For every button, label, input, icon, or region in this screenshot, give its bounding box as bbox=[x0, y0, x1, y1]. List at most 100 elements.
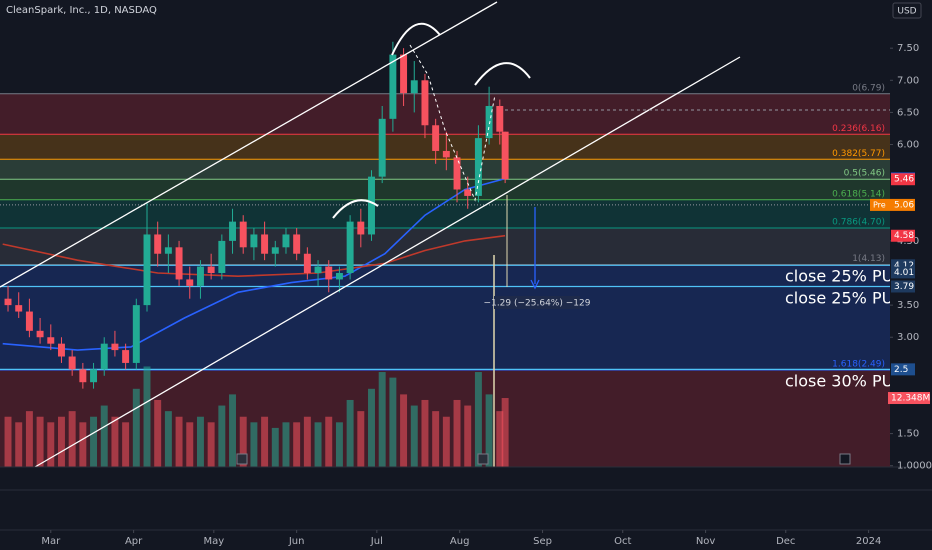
volume-bar bbox=[207, 422, 215, 467]
x-tick-label: Sep bbox=[533, 536, 552, 547]
volume-bar bbox=[442, 416, 450, 467]
candle-body bbox=[261, 234, 269, 254]
volume-bar bbox=[196, 416, 204, 467]
candle-body bbox=[303, 253, 311, 274]
volume-bar bbox=[218, 405, 226, 467]
price-label-box bbox=[891, 173, 915, 186]
fib-label: 1(4.13) bbox=[852, 254, 885, 264]
volume-bar bbox=[79, 422, 87, 467]
candle-body bbox=[79, 369, 87, 383]
volume-bar bbox=[432, 411, 440, 467]
drawings bbox=[0, 1, 890, 468]
currency-box bbox=[892, 2, 922, 19]
earnings-markers bbox=[236, 453, 851, 465]
volume-bar bbox=[464, 405, 472, 467]
volume-bar bbox=[250, 422, 258, 467]
volume-bar bbox=[25, 411, 33, 467]
volume-bar bbox=[346, 399, 354, 467]
candle-body bbox=[164, 247, 172, 254]
candle-body bbox=[432, 125, 440, 151]
x-tick-label: Aug bbox=[450, 536, 470, 547]
price-label-box bbox=[891, 266, 915, 279]
volume-bar bbox=[496, 411, 504, 467]
volume-bar bbox=[335, 422, 343, 467]
volume-bar bbox=[410, 405, 418, 467]
arc bbox=[332, 199, 379, 219]
candle-body bbox=[496, 105, 504, 132]
annotation: close 25% PUT bbox=[785, 267, 903, 286]
x-tick-label: Jul bbox=[370, 536, 383, 547]
candle-body bbox=[346, 221, 354, 274]
annotation: close 30% PUT bbox=[785, 372, 903, 391]
candle-body bbox=[186, 279, 194, 286]
pre-tag: Pre bbox=[873, 200, 886, 209]
candle-body bbox=[453, 157, 461, 190]
candle-body bbox=[175, 247, 183, 280]
y-tick-label: 6.00 bbox=[897, 140, 919, 151]
candle-body bbox=[132, 305, 140, 363]
x-tick-label: Apr bbox=[125, 536, 143, 547]
price-label: 4.58 bbox=[894, 231, 914, 241]
earnings-icon bbox=[477, 453, 489, 465]
y-tick-label: 7.00 bbox=[897, 75, 919, 86]
candle-body bbox=[410, 80, 418, 94]
arc bbox=[474, 62, 531, 86]
price-label: 3.79 bbox=[894, 282, 914, 292]
candle-body bbox=[229, 221, 236, 241]
earnings-icon bbox=[236, 453, 248, 465]
price-label-box bbox=[891, 363, 915, 376]
candle-body bbox=[389, 54, 397, 119]
volume-bar bbox=[132, 388, 140, 467]
price-label: 4.01 bbox=[894, 268, 914, 278]
price-label: 4.12 bbox=[894, 261, 914, 271]
candle-body bbox=[196, 266, 204, 286]
volume-bar bbox=[4, 416, 12, 467]
candle-body bbox=[239, 221, 247, 248]
candle-body bbox=[442, 150, 450, 158]
volume-bar bbox=[485, 394, 493, 467]
trend-line bbox=[34, 56, 741, 468]
price-label-box bbox=[891, 280, 915, 293]
volume-label: 12.348M bbox=[891, 394, 930, 404]
price-label-box bbox=[891, 229, 915, 242]
candle-body bbox=[154, 234, 162, 254]
volume-bar bbox=[186, 422, 194, 467]
candle-body bbox=[90, 369, 98, 383]
candle-body bbox=[335, 273, 343, 280]
candle-body bbox=[47, 337, 55, 344]
candle-body bbox=[421, 80, 429, 126]
volume-bar bbox=[303, 416, 311, 467]
dashed-path bbox=[409, 44, 496, 202]
volume-bar bbox=[154, 399, 162, 467]
trend-line bbox=[0, 1, 498, 288]
volume-label-box bbox=[888, 392, 930, 405]
fib-band bbox=[0, 199, 890, 229]
y-tick-label: 7.50 bbox=[897, 43, 919, 54]
fib-label: 1.618(2.49) bbox=[832, 360, 885, 370]
annotation: close 25% PUT bbox=[785, 289, 903, 308]
fib-label: 0.786(4.70) bbox=[832, 218, 885, 228]
candle-body bbox=[68, 356, 76, 370]
arc bbox=[391, 22, 441, 56]
volume-bar bbox=[122, 422, 130, 467]
candle-body bbox=[293, 234, 301, 254]
volume-bar bbox=[90, 416, 98, 467]
price-label: 5.46 bbox=[894, 175, 914, 185]
candle-body bbox=[314, 266, 322, 274]
currency: USD bbox=[897, 7, 916, 17]
measure-arrow-head bbox=[530, 279, 540, 290]
candle-body bbox=[143, 234, 151, 306]
volume-bar bbox=[57, 416, 65, 467]
volume-bar bbox=[501, 398, 509, 467]
fib-label: 0.236(6.16) bbox=[832, 124, 885, 134]
measure-label: −1.29 (−25.64%) −129 bbox=[484, 299, 591, 309]
x-tick-label: Mar bbox=[41, 536, 61, 547]
volume-bar bbox=[378, 372, 386, 467]
candle-body bbox=[4, 298, 12, 306]
volume-bar bbox=[357, 411, 365, 467]
axes: 7.507.006.506.004.503.503.001.501.00005.… bbox=[41, 43, 932, 547]
x-tick-label: Oct bbox=[614, 536, 631, 547]
candle-body bbox=[368, 176, 375, 235]
y-tick-label: 6.50 bbox=[897, 107, 919, 118]
